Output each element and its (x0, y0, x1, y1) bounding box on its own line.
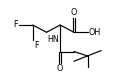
Text: OH: OH (88, 28, 101, 37)
Text: O: O (71, 8, 77, 17)
Text: O: O (57, 64, 63, 73)
Text: F: F (34, 41, 38, 50)
Text: HN: HN (47, 35, 59, 44)
Text: F: F (14, 20, 18, 30)
